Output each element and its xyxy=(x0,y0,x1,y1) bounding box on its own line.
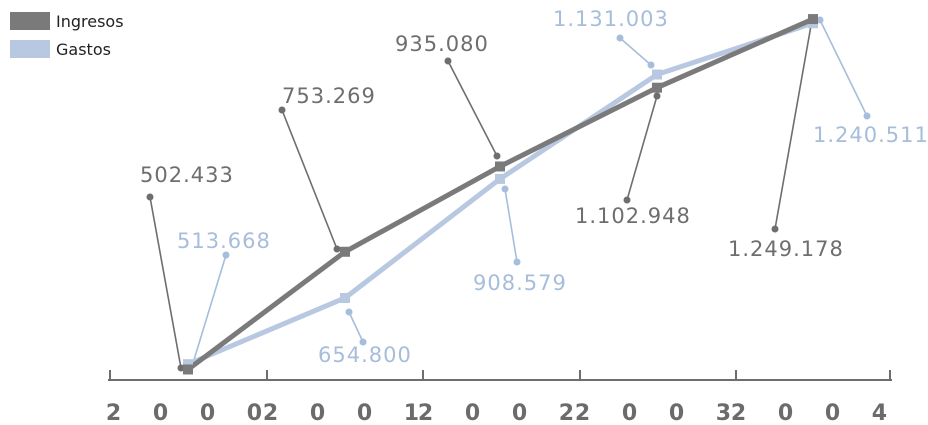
series-lines xyxy=(186,16,815,372)
series-markers xyxy=(183,14,818,375)
point-marker-ingresos-2004 xyxy=(808,14,818,25)
value-labels: 502.433 753.269 935.080 1.102.948 1.249.178 5… xyxy=(140,7,928,367)
x-tick-label-2000: 2 0 0 0 xyxy=(106,401,274,425)
leader-line-gastos-2000 xyxy=(192,254,227,364)
leader-line-gastos-2003 xyxy=(619,37,652,66)
point-marker-gastos-2000 xyxy=(183,359,193,370)
point-marker-ingresos-2000 xyxy=(183,364,193,375)
value-label-gastos-2004: 1.240.511 xyxy=(813,123,928,147)
value-label-ingresos-2001: 753.269 xyxy=(282,84,376,108)
series-line-ingresos xyxy=(186,16,815,372)
point-marker-ingresos-2003 xyxy=(652,82,662,93)
leader-dot-gastos-2003 xyxy=(647,61,655,69)
leader-line-ingresos-2003 xyxy=(626,95,658,201)
leader-line-ingresos-2002 xyxy=(447,60,498,157)
leader-end-dot-ingresos-2003 xyxy=(623,196,631,204)
leader-line-gastos-2002 xyxy=(504,188,518,263)
leader-end-dot-gastos-2002 xyxy=(513,258,521,266)
leader-end-dot-ingresos-2004 xyxy=(771,225,779,233)
legend-label-gastos: Gastos xyxy=(56,40,111,59)
leader-dot-ingresos-2000 xyxy=(177,364,185,372)
value-label-gastos-2002: 908.579 xyxy=(473,271,567,295)
point-marker-gastos-2001 xyxy=(340,292,350,303)
value-label-gastos-2003: 1.131.003 xyxy=(553,7,669,31)
x-tick-label-2001: 2 0 0 1 xyxy=(263,401,431,425)
leader-dot-gastos-2004 xyxy=(816,16,824,24)
leader-dot-ingresos-2002 xyxy=(493,152,501,160)
value-label-ingresos-2003: 1.102.948 xyxy=(575,204,691,228)
label-leader-lines xyxy=(146,16,871,372)
point-marker-ingresos-2002 xyxy=(495,161,505,172)
leader-end-dot-ingresos-2000 xyxy=(146,193,154,201)
x-tick-label-2004: 2 0 0 4 xyxy=(731,401,899,425)
leader-end-dot-gastos-2004 xyxy=(863,112,871,120)
value-label-gastos-2001: 654.800 xyxy=(318,343,412,367)
point-marker-ingresos-2001 xyxy=(340,246,350,257)
leader-end-dot-gastos-2000 xyxy=(222,251,230,259)
x-tick-label-2002: 2 0 0 2 xyxy=(418,401,586,425)
leader-dot-gastos-2002 xyxy=(501,185,509,193)
leader-line-ingresos-2004 xyxy=(774,19,813,230)
series-line-gastos xyxy=(187,20,814,367)
value-label-ingresos-2004: 1.249.178 xyxy=(728,237,844,261)
leader-line-ingresos-2001 xyxy=(281,109,338,250)
legend-label-ingresos: Ingresos xyxy=(56,12,124,31)
value-label-ingresos-2002: 935.080 xyxy=(395,32,489,56)
legend-swatch-gastos xyxy=(10,40,50,58)
value-label-ingresos-2000: 502.433 xyxy=(140,163,234,187)
point-marker-gastos-2003 xyxy=(652,69,662,80)
leader-line-gastos-2001 xyxy=(348,311,364,343)
leader-line-ingresos-2000 xyxy=(149,196,182,369)
leader-dot-gastos-2001 xyxy=(345,308,353,316)
legend: Ingresos Gastos xyxy=(10,12,124,59)
x-axis: 2 0 0 02 0 0 12 0 0 22 0 0 32 0 0 4 xyxy=(106,370,899,425)
leader-dot-ingresos-2003 xyxy=(653,92,661,100)
leader-dot-ingresos-2001 xyxy=(333,245,341,253)
leader-end-dot-gastos-2001 xyxy=(359,338,367,346)
leader-end-dot-gastos-2003 xyxy=(616,34,624,42)
legend-swatch-ingresos xyxy=(10,12,50,30)
x-tick-label-2003: 2 0 0 3 xyxy=(575,401,743,425)
value-label-gastos-2000: 513.668 xyxy=(177,229,271,253)
point-marker-gastos-2002 xyxy=(495,173,505,184)
leader-line-gastos-2004 xyxy=(819,19,868,117)
leader-end-dot-ingresos-2002 xyxy=(444,57,452,65)
leader-end-dot-ingresos-2001 xyxy=(278,106,286,114)
